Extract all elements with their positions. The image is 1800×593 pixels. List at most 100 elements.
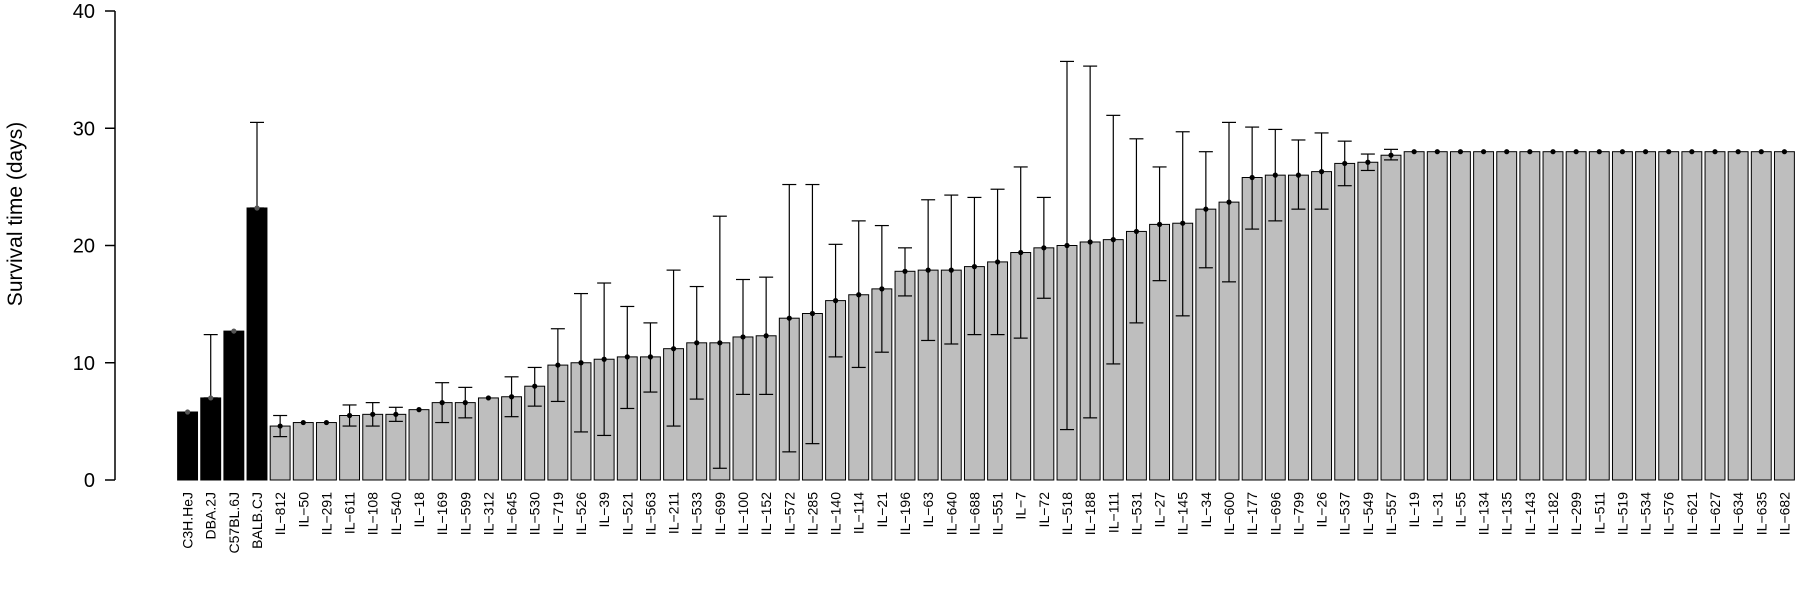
bar [1681, 151, 1703, 481]
category-label: IL−534 [1638, 492, 1654, 535]
bar [1611, 151, 1633, 481]
bar [1449, 151, 1471, 481]
category-label: IL−521 [619, 492, 635, 535]
mean-point [1133, 228, 1140, 235]
bar [1773, 151, 1795, 481]
mean-point [1249, 174, 1255, 181]
bar [177, 411, 199, 481]
bars-group [177, 151, 1795, 481]
mean-point [717, 340, 723, 346]
category-label: IL−533 [689, 492, 705, 535]
bar [1287, 174, 1309, 481]
mean-point [208, 395, 214, 401]
category-label: IL−145 [1175, 492, 1191, 535]
mean-point [879, 286, 885, 292]
category-label: IL−531 [1128, 492, 1144, 535]
category-label: IL−599 [457, 492, 473, 535]
category-label: IL−50 [295, 492, 311, 528]
mean-point [462, 400, 468, 406]
mean-point [1642, 149, 1649, 155]
bar [1565, 151, 1587, 481]
category-label: IL−100 [735, 492, 751, 535]
category-label: IL−108 [365, 492, 381, 535]
mean-point [277, 423, 283, 429]
mean-point [1504, 149, 1510, 155]
category-label: C57BL.6J [226, 492, 242, 553]
category-label: BALB.CJ [249, 492, 265, 549]
mean-point [578, 360, 584, 366]
mean-point [1226, 199, 1232, 205]
category-label: IL−19 [1406, 492, 1422, 528]
y-tick-label: 20 [73, 236, 95, 258]
mean-point [856, 292, 862, 298]
mean-point [994, 259, 1001, 265]
mean-point [1411, 149, 1417, 155]
category-label: IL−557 [1383, 492, 1399, 535]
bar [1658, 151, 1680, 481]
mean-point [1018, 249, 1024, 256]
mean-point [370, 411, 376, 417]
category-labels-group: C3H.HeJ DBA.2J C57BL.6J BALB.CJ IL−812 IL−50 I… [180, 492, 1793, 554]
mean-point [670, 346, 677, 352]
mean-point [1388, 152, 1394, 158]
mean-point [508, 394, 515, 400]
bar [1380, 154, 1402, 481]
mean-point [1758, 149, 1764, 155]
category-label: IL−152 [758, 492, 774, 535]
mean-point [346, 412, 353, 419]
mean-point [1457, 149, 1464, 155]
category-label: IL−812 [272, 492, 288, 535]
mean-point [532, 383, 538, 389]
mean-point [439, 400, 445, 406]
category-label: IL−188 [1082, 492, 1098, 535]
mean-point [555, 362, 561, 368]
bar [1334, 162, 1356, 481]
category-label: C3H.HeJ [180, 492, 196, 549]
category-label: IL−177 [1244, 492, 1260, 535]
category-label: IL−135 [1499, 492, 1515, 535]
mean-point [1434, 149, 1440, 155]
category-label: IL−611 [342, 492, 358, 534]
category-label: IL−55 [1452, 492, 1468, 528]
mean-point [1666, 149, 1672, 155]
category-label: IL−563 [642, 492, 658, 535]
mean-point [1689, 149, 1695, 155]
mean-point [393, 411, 399, 417]
bar [200, 397, 222, 481]
y-axis: 0 10 20 30 40 [73, 1, 116, 492]
mean-point [763, 333, 769, 339]
bar [477, 397, 499, 481]
category-label: IL−114 [851, 492, 867, 534]
category-label: IL−518 [1059, 492, 1075, 535]
bar [1704, 151, 1726, 481]
mean-point [832, 298, 839, 304]
y-axis-title: Survival time (days) [4, 122, 27, 306]
category-label: IL−291 [318, 492, 334, 535]
category-label: IL−682 [1776, 492, 1792, 535]
category-label: IL−645 [504, 492, 520, 535]
bar [1750, 151, 1772, 481]
mean-point [601, 356, 607, 362]
mean-point [925, 267, 931, 273]
bar [246, 207, 268, 481]
mean-point [1342, 160, 1348, 167]
category-label: IL−18 [411, 492, 427, 528]
mean-point [1781, 149, 1788, 155]
bar [315, 422, 337, 481]
category-label: IL−196 [897, 492, 913, 535]
category-label: IL−696 [1267, 492, 1283, 535]
bar [223, 330, 245, 481]
category-label: IL−31 [1429, 492, 1445, 528]
mean-point [1735, 149, 1741, 155]
mean-point [184, 409, 191, 415]
category-label: IL−26 [1314, 492, 1330, 528]
mean-point [902, 268, 908, 274]
category-label: IL−111 [1105, 492, 1121, 533]
category-label: IL−21 [874, 492, 890, 528]
y-tick-label: 30 [73, 118, 95, 140]
mean-point [971, 264, 978, 270]
bar [385, 413, 407, 481]
mean-point [1203, 206, 1209, 212]
category-label: IL−572 [781, 492, 797, 535]
